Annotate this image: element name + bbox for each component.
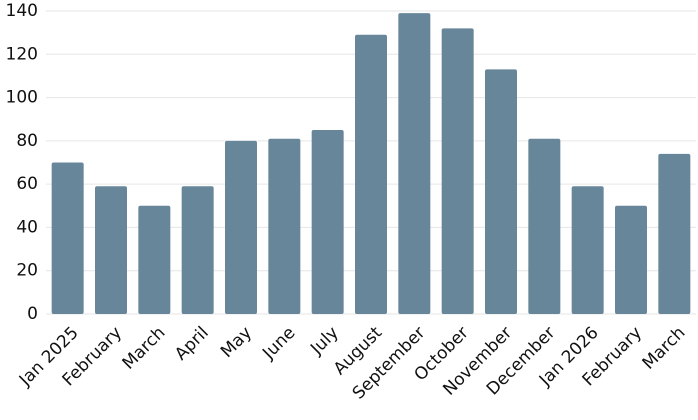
x-tick-label: July bbox=[306, 323, 342, 359]
bar bbox=[571, 186, 604, 314]
y-tick-label: 80 bbox=[16, 131, 38, 151]
bar bbox=[355, 34, 387, 315]
bar bbox=[398, 13, 431, 315]
x-tick-label: June bbox=[258, 323, 299, 364]
bar bbox=[528, 138, 561, 314]
bar bbox=[658, 153, 691, 314]
x-tick-label: April bbox=[171, 323, 213, 365]
bar bbox=[225, 140, 257, 314]
bar bbox=[441, 28, 474, 315]
bar bbox=[311, 130, 344, 314]
y-tick-label: 20 bbox=[16, 261, 38, 281]
bar bbox=[615, 205, 647, 314]
bar bbox=[138, 205, 171, 314]
x-tick-label: May bbox=[217, 323, 256, 362]
y-tick-label: 140 bbox=[6, 1, 38, 21]
y-tick-label: 100 bbox=[6, 88, 38, 108]
bar bbox=[95, 186, 127, 314]
x-tick-label: March bbox=[119, 323, 170, 374]
y-tick-label: 120 bbox=[6, 44, 38, 64]
y-tick-label: 0 bbox=[27, 304, 38, 324]
y-tick-label: 40 bbox=[16, 217, 38, 237]
bar bbox=[181, 186, 214, 314]
y-tick-label: 60 bbox=[16, 174, 38, 194]
bar bbox=[51, 162, 84, 314]
bar bbox=[268, 138, 301, 314]
bar bbox=[485, 69, 517, 314]
x-tick-label: March bbox=[639, 323, 690, 374]
